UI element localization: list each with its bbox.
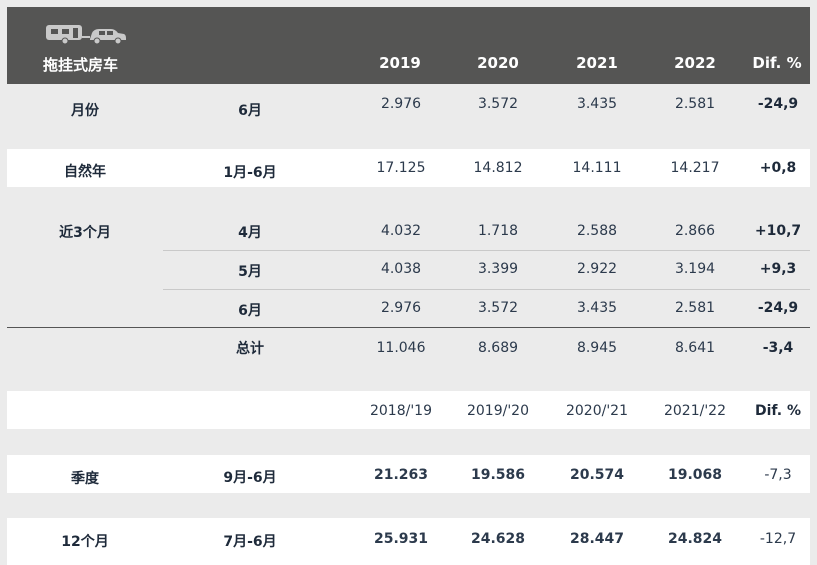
cell-value: 3.572 bbox=[477, 300, 519, 316]
cell-value: 3.435 bbox=[576, 300, 618, 316]
col-2021: 2021 bbox=[576, 54, 618, 72]
cell-value: 2.976 bbox=[380, 300, 422, 316]
cell-dif: -7,3 bbox=[764, 467, 792, 483]
cell-value: 8.689 bbox=[477, 340, 519, 356]
row-month: 5月 bbox=[238, 264, 262, 280]
cell-dif: -24,9 bbox=[757, 96, 799, 112]
col-2019: 2019 bbox=[379, 54, 421, 72]
season-col: 2019/'20 bbox=[466, 403, 529, 419]
cell-value: 24.824 bbox=[667, 531, 723, 547]
cell-value: 25.931 bbox=[373, 531, 429, 547]
cell-dif: -3,4 bbox=[762, 340, 794, 356]
row-month: 9月-6月 bbox=[223, 470, 277, 486]
cell-value: 8.641 bbox=[674, 340, 716, 356]
row-band bbox=[7, 518, 810, 565]
cell-value: 21.263 bbox=[373, 467, 429, 483]
cell-value: 2.866 bbox=[674, 223, 716, 239]
row-divider bbox=[163, 289, 810, 290]
row-month: 1月-6月 bbox=[223, 165, 277, 181]
cell-value: 14.812 bbox=[473, 160, 523, 176]
row-label: 季度 bbox=[71, 471, 99, 487]
season-col: 2020/'21 bbox=[565, 403, 628, 419]
col-2020: 2020 bbox=[477, 54, 519, 72]
row-month: 6月 bbox=[238, 103, 262, 119]
cell-value: 14.217 bbox=[670, 160, 720, 176]
cell-value: 24.628 bbox=[470, 531, 526, 547]
cell-value: 2.581 bbox=[674, 96, 716, 112]
row-band bbox=[7, 455, 810, 493]
cell-value: 11.046 bbox=[376, 340, 426, 356]
row-month: 7月-6月 bbox=[223, 534, 277, 550]
cell-value: 28.447 bbox=[569, 531, 625, 547]
cell-value: 2.581 bbox=[674, 300, 716, 316]
row-total-label: 总计 bbox=[236, 341, 264, 357]
cell-value: 3.194 bbox=[674, 261, 716, 277]
col-2022: 2022 bbox=[674, 54, 716, 72]
cell-value: 19.586 bbox=[470, 467, 526, 483]
cell-value: 19.068 bbox=[667, 467, 723, 483]
cell-value: 8.945 bbox=[576, 340, 618, 356]
cell-dif: +9,3 bbox=[759, 261, 797, 277]
cell-value: 2.588 bbox=[576, 223, 618, 239]
row-label: 近3个月 bbox=[59, 225, 111, 241]
row-label: 12个月 bbox=[61, 534, 109, 550]
cell-dif: -12,7 bbox=[759, 531, 797, 547]
row-label: 自然年 bbox=[64, 164, 106, 180]
caravan-car-icon bbox=[46, 25, 126, 45]
cell-value: 3.572 bbox=[477, 96, 519, 112]
table-header: 拖挂式房车 2019 2020 2021 2022 Dif. % bbox=[7, 7, 810, 84]
cell-value: 3.399 bbox=[477, 261, 519, 277]
cell-dif: +10,7 bbox=[754, 223, 802, 239]
cell-dif: +0,8 bbox=[759, 160, 797, 176]
cell-value: 20.574 bbox=[569, 467, 625, 483]
row-divider bbox=[163, 250, 810, 251]
season-header-band bbox=[7, 391, 810, 429]
season-col: 2018/'19 bbox=[369, 403, 432, 419]
season-col-dif: Dif. % bbox=[755, 403, 801, 419]
cell-value: 17.125 bbox=[376, 160, 426, 176]
cell-value: 14.111 bbox=[572, 160, 622, 176]
col-dif: Dif. % bbox=[752, 54, 802, 72]
cell-value: 2.976 bbox=[380, 96, 422, 112]
season-col: 2021/'22 bbox=[663, 403, 726, 419]
cell-value: 4.038 bbox=[380, 261, 422, 277]
row-band bbox=[7, 149, 810, 187]
cell-dif: -24,9 bbox=[757, 300, 799, 316]
cell-value: 4.032 bbox=[380, 223, 422, 239]
row-month: 6月 bbox=[238, 303, 262, 319]
row-month: 4月 bbox=[238, 225, 262, 241]
row-label: 月份 bbox=[71, 103, 99, 119]
table-title: 拖挂式房车 bbox=[43, 56, 119, 74]
cell-value: 1.718 bbox=[477, 223, 519, 239]
total-divider bbox=[7, 327, 810, 328]
cell-value: 2.922 bbox=[576, 261, 618, 277]
cell-value: 3.435 bbox=[576, 96, 618, 112]
